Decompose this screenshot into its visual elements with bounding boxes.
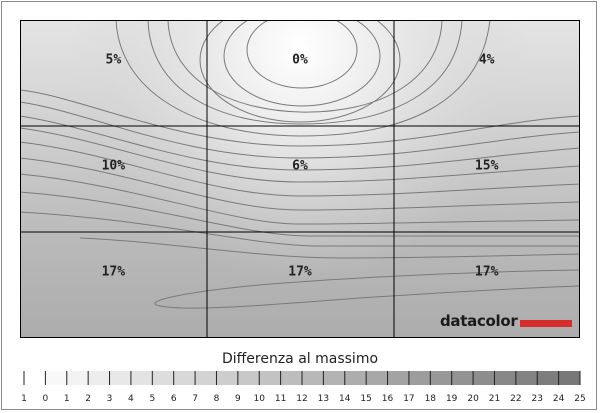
scale-swatch bbox=[195, 371, 217, 385]
scale-tick-label: 3 bbox=[107, 394, 113, 404]
scale-swatch bbox=[66, 371, 89, 385]
scale-tick-label: 20 bbox=[467, 394, 479, 404]
cell-value-r1-c1: 5% bbox=[105, 52, 122, 68]
cell-value-r1-c2: 0% bbox=[292, 52, 308, 68]
scale-tick-label: 25 bbox=[574, 394, 585, 404]
scale-swatch bbox=[45, 371, 67, 385]
contour-line bbox=[20, 173, 580, 225]
scale-tick-label: 5 bbox=[149, 394, 155, 404]
datacolor-logo: datacolor bbox=[440, 312, 518, 330]
scale-swatch bbox=[473, 371, 495, 385]
uniformity-plot bbox=[20, 20, 580, 338]
scale-swatch bbox=[109, 371, 131, 385]
contour-line bbox=[20, 115, 580, 171]
scale-swatch bbox=[558, 371, 580, 385]
scale-swatch bbox=[24, 371, 46, 385]
cell-value-r1-c3: 4% bbox=[478, 52, 495, 68]
scale-swatch bbox=[515, 371, 538, 385]
scale-swatch bbox=[130, 371, 153, 385]
cell-value-r2-c1: 10% bbox=[101, 158, 126, 174]
plot-border bbox=[20, 20, 580, 338]
cell-value-r3-c2: 17% bbox=[288, 264, 312, 280]
scale-swatch bbox=[430, 371, 452, 385]
scale-tick-label: 10 bbox=[254, 394, 266, 404]
scale-swatch bbox=[237, 371, 260, 385]
scale-tick-label: 11 bbox=[275, 394, 286, 404]
scale-swatch bbox=[323, 371, 345, 385]
grid-lines bbox=[20, 20, 580, 338]
scale-title: Differenza al massimo bbox=[221, 351, 379, 367]
scale-tick-label: 4 bbox=[128, 394, 134, 404]
contour-line bbox=[20, 127, 580, 183]
contour-line bbox=[115, 20, 491, 137]
scale-tick-label: 21 bbox=[489, 394, 500, 404]
scale-swatch bbox=[451, 371, 474, 385]
scale-tick-label: 1 bbox=[21, 394, 27, 404]
cell-value-r2-c3: 15% bbox=[474, 158, 499, 174]
scale-tick-label: 8 bbox=[214, 394, 220, 404]
contour-lines bbox=[20, 20, 580, 309]
scale-tick-label: 17 bbox=[403, 394, 414, 404]
scale-swatch bbox=[173, 371, 196, 385]
contour-line bbox=[20, 141, 580, 197]
contour-line bbox=[20, 211, 580, 247]
scale-tick-label: 6 bbox=[171, 394, 177, 404]
scale-tick-label: 9 bbox=[235, 394, 241, 404]
scale-swatch bbox=[494, 371, 516, 385]
contour-line bbox=[147, 20, 463, 125]
scale-swatch bbox=[537, 371, 559, 385]
cell-value-r2-c2: 6% bbox=[292, 158, 308, 174]
cell-value-r3-c3: 17% bbox=[474, 264, 499, 280]
scale-swatch bbox=[302, 371, 324, 385]
contour-line bbox=[20, 191, 580, 237]
scale-tick-label: 2 bbox=[85, 394, 91, 404]
contour-line bbox=[223, 20, 381, 107]
datacolor-logo-bar bbox=[520, 320, 572, 327]
contour-line bbox=[199, 20, 401, 123]
contour-line bbox=[246, 20, 358, 89]
scale-tick-label: 19 bbox=[446, 394, 458, 404]
scale-swatch bbox=[259, 371, 281, 385]
scale-swatch bbox=[344, 371, 367, 385]
scale-tick-label: 15 bbox=[360, 394, 371, 404]
scale-swatch bbox=[152, 371, 174, 385]
contour-line bbox=[20, 157, 580, 211]
difference-scale: 1 0 1 2 3 4 5 6 7 8 9 10 11 12 13 14 15 16 17 18 19 20 21 22 23 2… bbox=[21, 371, 586, 404]
scale-swatch bbox=[408, 371, 431, 385]
scale-swatch bbox=[88, 371, 110, 385]
cell-value-r3-c1: 17% bbox=[101, 264, 126, 280]
contour-line bbox=[154, 269, 580, 309]
scale-swatch bbox=[280, 371, 302, 385]
plot-highlight bbox=[20, 20, 580, 338]
scale-swatch bbox=[216, 371, 238, 385]
contour-line bbox=[79, 237, 580, 259]
scale-tick-label: 14 bbox=[339, 394, 351, 404]
scale-tick-label: 22 bbox=[510, 394, 521, 404]
scale-tick-label: 24 bbox=[553, 394, 565, 404]
scale-tick-label: 16 bbox=[382, 394, 394, 404]
scale-tick-label: 0 bbox=[43, 394, 49, 404]
contour-line bbox=[167, 20, 443, 113]
scale-tick-label: 12 bbox=[296, 394, 307, 404]
scale-tick-label: 1 bbox=[64, 394, 70, 404]
scale-swatch bbox=[387, 371, 409, 385]
contour-line bbox=[20, 101, 580, 159]
scale-swatch bbox=[366, 371, 388, 385]
scale-tick-label: 13 bbox=[318, 394, 329, 404]
contour-line bbox=[20, 89, 580, 147]
scale-tick-label: 23 bbox=[532, 394, 543, 404]
scale-tick-label: 7 bbox=[192, 394, 198, 404]
scale-tick-label: 18 bbox=[425, 394, 437, 404]
